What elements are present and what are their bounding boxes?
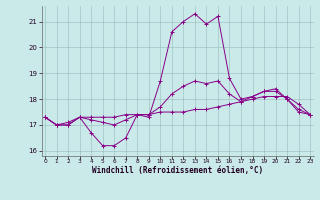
- X-axis label: Windchill (Refroidissement éolien,°C): Windchill (Refroidissement éolien,°C): [92, 166, 263, 175]
